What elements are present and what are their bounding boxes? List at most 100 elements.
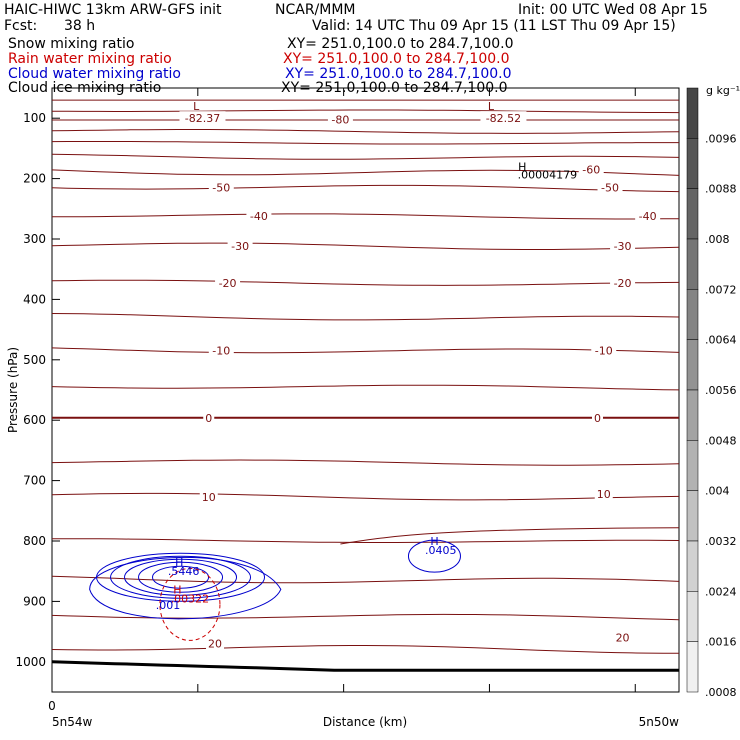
contour-label-bg [594, 486, 613, 500]
contour-label-bg [327, 112, 353, 126]
fcst-value: 38 h [64, 18, 96, 34]
isotherm-line [52, 184, 679, 193]
contour-label-bg [591, 410, 603, 424]
fcst-label: Fcst: [4, 18, 38, 34]
isotherm-line [52, 538, 679, 543]
colorbar-label: .0032 [705, 535, 737, 548]
terrain-line-path [52, 660, 679, 672]
cloud-water-contour [138, 561, 224, 593]
extremum-value: .001 [156, 599, 181, 612]
colorbar-label: .0056 [705, 384, 737, 397]
cloud-water-contour [407, 539, 461, 573]
contour-label: -40 [639, 210, 657, 223]
colorbar-swatch [686, 591, 699, 642]
contour-label: 20 [616, 632, 630, 645]
colorbar-label: .004 [705, 485, 730, 498]
run-title: HAIC-HIWC 13km ARW-GFS init [4, 2, 222, 18]
colorbar-swatch [686, 289, 699, 340]
extremum-marker: L [193, 100, 200, 113]
colorbar-swatch [686, 540, 699, 592]
y-tick-label: 100 [23, 111, 46, 125]
isotherm-line [52, 645, 679, 654]
y-tick-label: 700 [23, 474, 46, 488]
contour-label: -10 [212, 345, 230, 358]
x-start-label: 5n54w [52, 715, 93, 729]
contour-label-bg [597, 180, 623, 194]
contour-label: -50 [212, 182, 230, 195]
y-tick-label: 200 [23, 172, 46, 186]
colorbar: .0096 .0088 .008 .0072 .0064 .0056 .0048 .004 .0… [686, 87, 737, 699]
extremum-marker: H [518, 161, 526, 174]
contour-label-bg [613, 630, 632, 644]
colorbar-unit: g kg⁻¹ [706, 84, 740, 97]
init-time: Init: 00 UTC Wed 08 Apr 15 [518, 2, 708, 18]
cloud-water-contour [124, 558, 238, 596]
field-snow-xy: XY= 251.0,100.0 to 284.7,100.0 [287, 36, 514, 52]
isotherm-line [52, 169, 679, 176]
x-tick-label: 0 [48, 699, 56, 713]
colorbar-swatch [686, 440, 699, 491]
colorbar-swatch [686, 490, 699, 542]
isotherm-line [340, 527, 679, 545]
extremum-value: .00322 [171, 592, 210, 605]
isotherm-line [52, 575, 679, 584]
contour-label-bg [179, 111, 226, 125]
x-end-label: 5n50w [639, 715, 680, 729]
plot-frame [51, 87, 680, 693]
contour-label-bg [246, 209, 272, 223]
colorbar-label: .0016 [705, 636, 737, 649]
cloud-water-contour [89, 557, 282, 620]
colorbar-label: .0072 [705, 283, 737, 296]
isotherm-line [52, 129, 679, 134]
x-axis-ticks [51, 88, 636, 692]
colorbar-label: .0008 [705, 686, 737, 699]
colorbar-swatch [686, 641, 699, 693]
extremum-marker: H [430, 535, 438, 548]
contour-label: 0 [205, 412, 212, 425]
isotherm-line [52, 384, 679, 391]
y-axis-title: Pressure (hPa) [6, 347, 20, 433]
colorbar-label: .0096 [705, 132, 737, 145]
field-cloud-water-xy: XY= 251.0,100.0 to 284.7,100.0 [285, 66, 512, 82]
contour-label: -20 [219, 277, 237, 290]
contour-label-bg [610, 276, 636, 290]
contour-label: -20 [614, 277, 632, 290]
contour-label-bg [208, 180, 234, 194]
contour-label-bg [591, 343, 617, 357]
isotherm-line [52, 347, 679, 354]
hydrometeor-contours [89, 539, 461, 641]
colorbar-label: .0024 [705, 585, 737, 598]
y-tick-label: 800 [23, 534, 46, 548]
isotherm-line [52, 153, 679, 160]
colorbar-swatch [686, 138, 699, 189]
field-snow-name: Snow mixing ratio [8, 36, 135, 52]
field-rain-name: Rain water mixing ratio [8, 51, 172, 67]
colorbar-swatch [686, 389, 699, 441]
extremum-marker: H [173, 583, 181, 596]
temperature-contours [52, 99, 679, 654]
y-tick-label: 400 [23, 292, 46, 306]
contour-label: 0 [594, 412, 601, 425]
extremum-value: .00004179 [518, 168, 578, 181]
colorbar-label: .0048 [705, 434, 737, 447]
isotherm-line [52, 279, 679, 286]
contour-label-bg [610, 239, 636, 253]
contour-label: -82.37 [185, 112, 220, 125]
colorbar-label: .0088 [705, 183, 737, 196]
colorbar-swatch [686, 188, 699, 240]
colorbar-label: .0064 [705, 334, 737, 347]
isotherm-line [52, 109, 679, 114]
isotherm-line [52, 141, 679, 145]
contour-label: -80 [331, 113, 349, 126]
valid-time: Valid: 14 UTC Thu 09 Apr 15 (11 LST Thu … [312, 18, 676, 34]
y-axis-ticks: 100 200 300 400 500 600 700 800 900 1000 [15, 111, 60, 669]
extremum-value: .0405 [425, 544, 457, 557]
contour-label: -50 [601, 182, 619, 195]
org-label: NCAR/MMM [275, 2, 356, 18]
contour-label: -30 [231, 240, 249, 253]
colorbar-label: .008 [705, 233, 730, 246]
contour-label-bg [480, 111, 527, 125]
contour-label-bg [199, 489, 218, 503]
